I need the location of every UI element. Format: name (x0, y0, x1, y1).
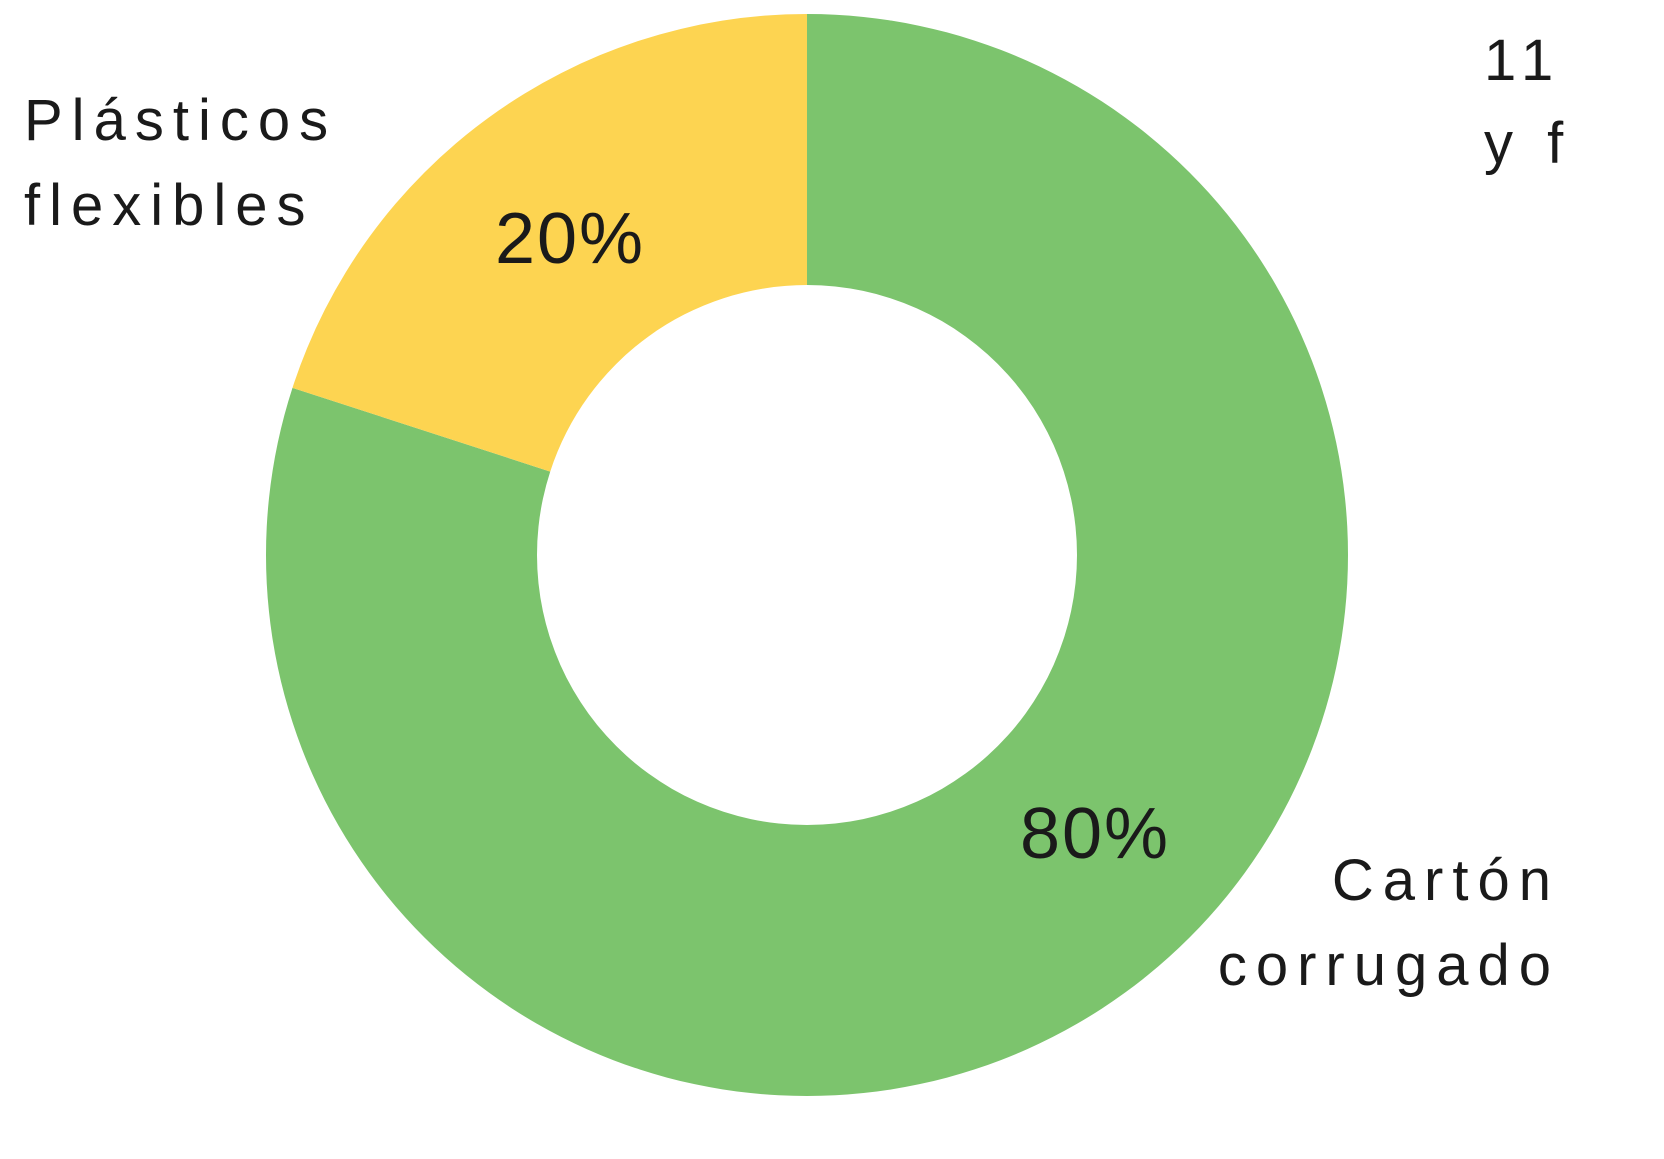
slice-value-label-plasticos: 20% (495, 199, 645, 279)
donut-slice-0 (265, 14, 1348, 1096)
category-label-carton-line2: corrugado (1218, 933, 1560, 998)
donut-slice-1 (292, 14, 808, 472)
clipped-text-line2: y f (1484, 111, 1572, 176)
category-label-carton-line1: Cartón (1332, 848, 1560, 913)
slice-value-label-carton: 80% (1020, 794, 1170, 874)
category-label-plasticos-line2: flexibles (24, 173, 315, 238)
category-label-plasticos-line1: Plásticos (24, 88, 337, 153)
slices-layer (265, 14, 1348, 1096)
clipped-text-line1: 11 (1484, 28, 1562, 93)
